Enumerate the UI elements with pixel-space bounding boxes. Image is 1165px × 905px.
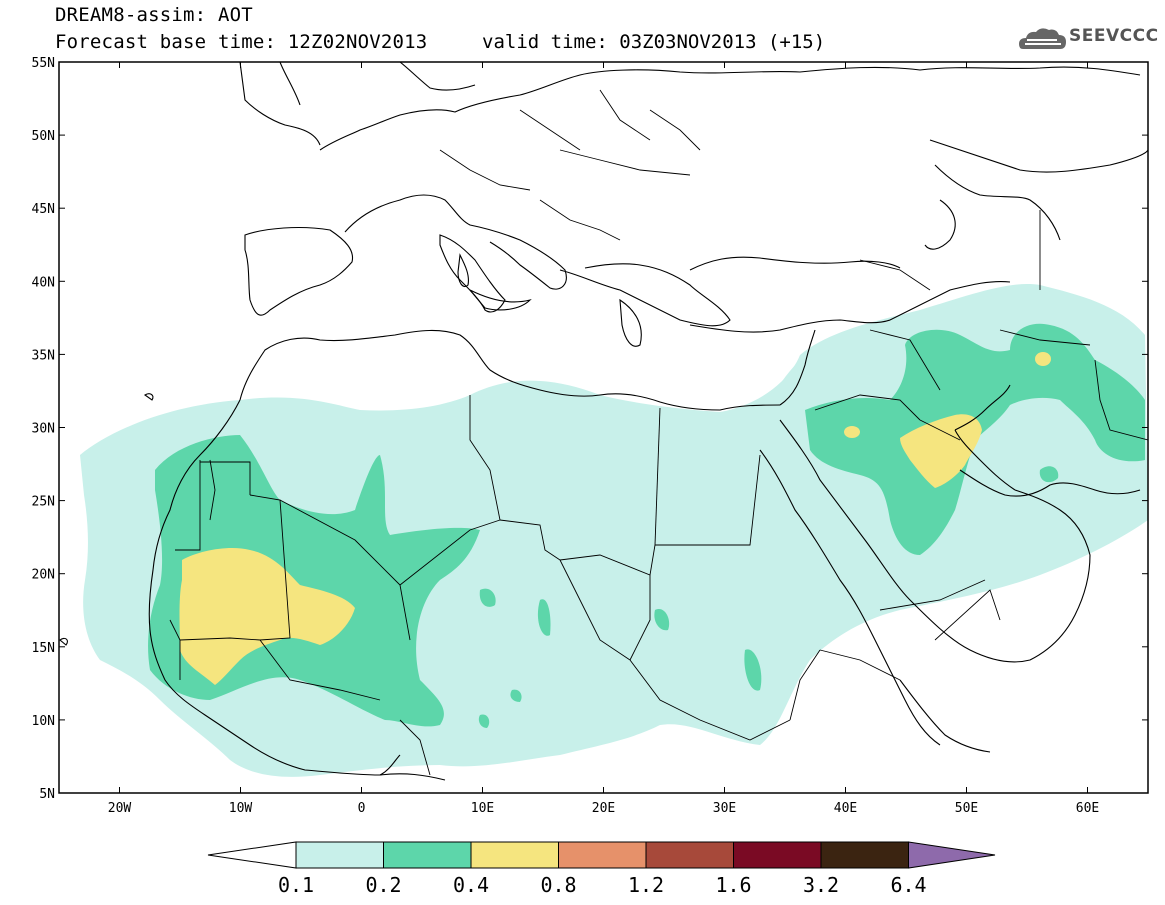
lat-tick-label: 40N [32,275,55,290]
colorbar-box [383,841,472,869]
lat-tick-label: 55N [32,56,55,71]
lat-tick-label: 15N [32,641,55,656]
aot-shading [80,284,1148,777]
colorbar-box [820,841,909,869]
lat-tick-label: 45N [32,202,55,217]
map-title: DREAM8-assim: AOT [55,4,253,26]
lat-tick-label: 30N [32,422,55,437]
colorbar-label: 0.1 [278,873,314,897]
lat-tick-label: 10N [32,714,55,729]
colorbar-label: 6.4 [890,873,926,897]
colorbar-label: 0.4 [453,873,489,897]
colorbar-label: 0.2 [365,873,401,897]
lat-tick-label: 5N [39,787,55,802]
longitude-axis: 20W 10W 0 10E 20E 30E 40E 50E 60E [108,62,1099,816]
lon-tick-label: 40E [834,801,857,816]
colorbar-under-triangle [207,841,297,869]
lon-tick-label: 20W [108,801,132,816]
lat-tick-label: 50N [32,129,55,144]
colorbar-box [470,841,559,869]
logo-text: SEEVCCC [1069,26,1159,46]
lat-tick-label: 35N [32,348,55,363]
colorbar-label: 3.2 [803,873,839,897]
colorbar-label: 1.6 [715,873,751,897]
lon-tick-label: 10E [471,801,494,816]
lon-tick-label: 50E [955,801,978,816]
colorbar-label: 1.2 [628,873,664,897]
lon-tick-label: 60E [1076,801,1099,816]
lon-tick-label: 0 [358,801,366,816]
colorbar-label: 0.8 [540,873,576,897]
colorbar-box [295,841,384,869]
lon-tick-label: 30E [713,801,736,816]
lon-tick-label: 20E [592,801,615,816]
colorbar: 0.1 0.2 0.4 0.8 1.2 1.6 3.2 6.4 [207,841,996,897]
colorbar-box [558,841,647,869]
cloud-logo-icon [1019,28,1066,49]
aot-level-high [179,352,1051,685]
lon-tick-label: 10W [229,801,253,816]
lat-tick-label: 20N [32,568,55,583]
valid-time: valid time: 03Z03NOV2013 (+15) [482,31,826,53]
coastlines [59,62,1148,781]
forecast-base-time: Forecast base time: 12Z02NOV2013 [55,31,428,53]
country-borders [169,89,1148,776]
latitude-axis: 55N 50N 45N 40N 35N 30N 25N 20N 15N 10N 5N [32,56,1148,802]
colorbar-box [645,841,734,869]
colorbar-box [733,841,822,869]
lat-tick-label: 25N [32,495,55,510]
colorbar-over-triangle [908,841,996,869]
